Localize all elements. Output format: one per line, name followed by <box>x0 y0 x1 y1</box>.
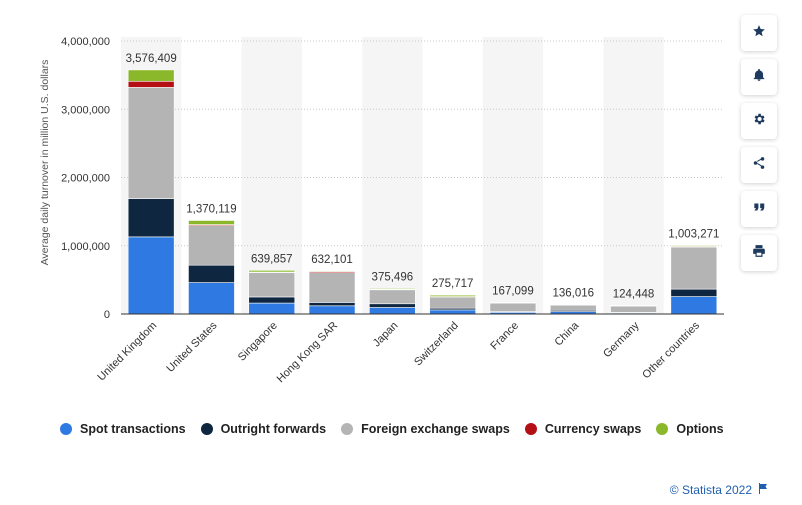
bar-segment <box>549 304 597 311</box>
column-band <box>241 37 302 314</box>
total-label: 275,717 <box>432 278 474 290</box>
bar-segment <box>369 288 416 290</box>
credit-text: © Statista 2022 <box>669 483 752 497</box>
bar-segment <box>308 270 356 272</box>
category-label: Japan <box>371 320 401 350</box>
cite-button[interactable] <box>741 191 777 227</box>
category-label: Switzerland <box>412 320 461 369</box>
bar-segment <box>127 198 175 238</box>
star-icon <box>752 24 766 43</box>
gear-icon <box>752 112 766 131</box>
legend-item[interactable]: Spot transactions <box>60 422 186 436</box>
y-tick-label: 3,000,000 <box>61 104 110 116</box>
bar-segment <box>127 236 175 315</box>
category-label: China <box>553 319 582 348</box>
bar-segment <box>429 296 476 309</box>
legend-label: Foreign exchange swaps <box>361 422 510 436</box>
legend-item[interactable]: Foreign exchange swaps <box>341 422 510 436</box>
bar-segment <box>308 272 356 303</box>
legend-swatch <box>524 423 537 435</box>
bar-segment <box>489 302 537 304</box>
total-label: 1,003,271 <box>668 229 719 241</box>
legend: Spot transactions Outright forwards Foreig… <box>60 422 739 436</box>
category-label: Other countries <box>640 319 702 381</box>
total-label: 375,496 <box>372 271 414 283</box>
bar-segment <box>127 69 175 82</box>
bar-segment <box>670 296 718 315</box>
print-button[interactable] <box>741 235 777 271</box>
column-band <box>482 37 544 314</box>
bell-icon <box>752 68 766 87</box>
column-band <box>603 37 664 314</box>
side-toolbar <box>741 15 777 271</box>
legend-swatch <box>341 423 354 435</box>
bar-segment <box>610 305 657 307</box>
bar-segment <box>308 305 356 315</box>
bar-segment <box>670 246 718 290</box>
bar-segment <box>670 245 718 247</box>
bar-segment <box>188 264 235 283</box>
quote-icon <box>752 200 766 219</box>
bar-segment <box>610 305 657 313</box>
total-label: 632,101 <box>311 254 353 266</box>
bar-segment <box>429 294 476 297</box>
y-tick-label: 4,000,000 <box>61 36 110 48</box>
legend-item[interactable]: Currency swaps <box>524 422 642 436</box>
share-button[interactable] <box>741 147 777 183</box>
bar-segment <box>369 303 416 308</box>
bar-segment <box>429 309 476 315</box>
bar-segment <box>670 288 718 297</box>
total-label: 3,576,409 <box>126 53 177 65</box>
bar-segment <box>369 289 416 305</box>
print-icon <box>752 244 766 263</box>
total-label: 124,448 <box>613 289 655 301</box>
notification-button[interactable] <box>741 59 777 95</box>
bar-segment <box>248 270 296 273</box>
y-tick-label: 1,000,000 <box>61 241 110 253</box>
category-label: Germany <box>601 319 642 360</box>
y-tick-label: 0 <box>104 309 110 321</box>
total-label: 1,370,119 <box>186 203 236 215</box>
category-label: France <box>488 320 521 353</box>
bar-segment <box>248 302 296 315</box>
legend-label: Options <box>676 422 724 436</box>
column-band <box>362 37 423 314</box>
bar-segment <box>248 272 296 298</box>
legend-label: Spot transactions <box>80 422 186 436</box>
category-label: United States <box>164 319 220 375</box>
legend-swatch <box>60 423 72 435</box>
statista-credit[interactable]: © Statista 2022 <box>670 483 768 497</box>
category-label: United Kingdom <box>95 320 159 384</box>
share-icon <box>752 156 766 175</box>
bar-segment <box>369 307 416 315</box>
category-label: Singapore <box>236 320 280 364</box>
legend-swatch <box>656 423 669 435</box>
bar-segment <box>489 302 537 312</box>
total-label: 639,857 <box>251 253 293 265</box>
bar-segment <box>188 225 235 266</box>
bar-segment <box>188 282 235 315</box>
bar-segment <box>127 80 175 88</box>
favorite-button[interactable] <box>741 15 777 51</box>
y-axis-label: Average daily turnover in million U.S. d… <box>39 60 51 266</box>
flag-icon <box>758 483 768 497</box>
category-label: Hong Kong SAR <box>275 320 341 386</box>
bar-segment <box>248 296 296 304</box>
bar-segment <box>127 87 175 199</box>
legend-item[interactable]: Options <box>656 422 724 436</box>
legend-swatch <box>200 423 213 435</box>
legend-label: Outright forwards <box>220 422 327 436</box>
legend-item[interactable]: Outright forwards <box>200 422 327 436</box>
bar-segment <box>308 302 356 307</box>
bar-segment <box>549 304 597 306</box>
bar-segment <box>188 220 235 225</box>
total-label: 167,099 <box>492 286 534 298</box>
stacked-bar-chart: 0 1,000,000 2,000,000 3,000,000 4,000,000 Ave… <box>39 36 724 386</box>
settings-button[interactable] <box>741 103 777 139</box>
legend-label: Currency swaps <box>544 422 642 436</box>
y-tick-label: 2,000,000 <box>61 173 110 185</box>
total-label: 136,016 <box>552 288 594 300</box>
